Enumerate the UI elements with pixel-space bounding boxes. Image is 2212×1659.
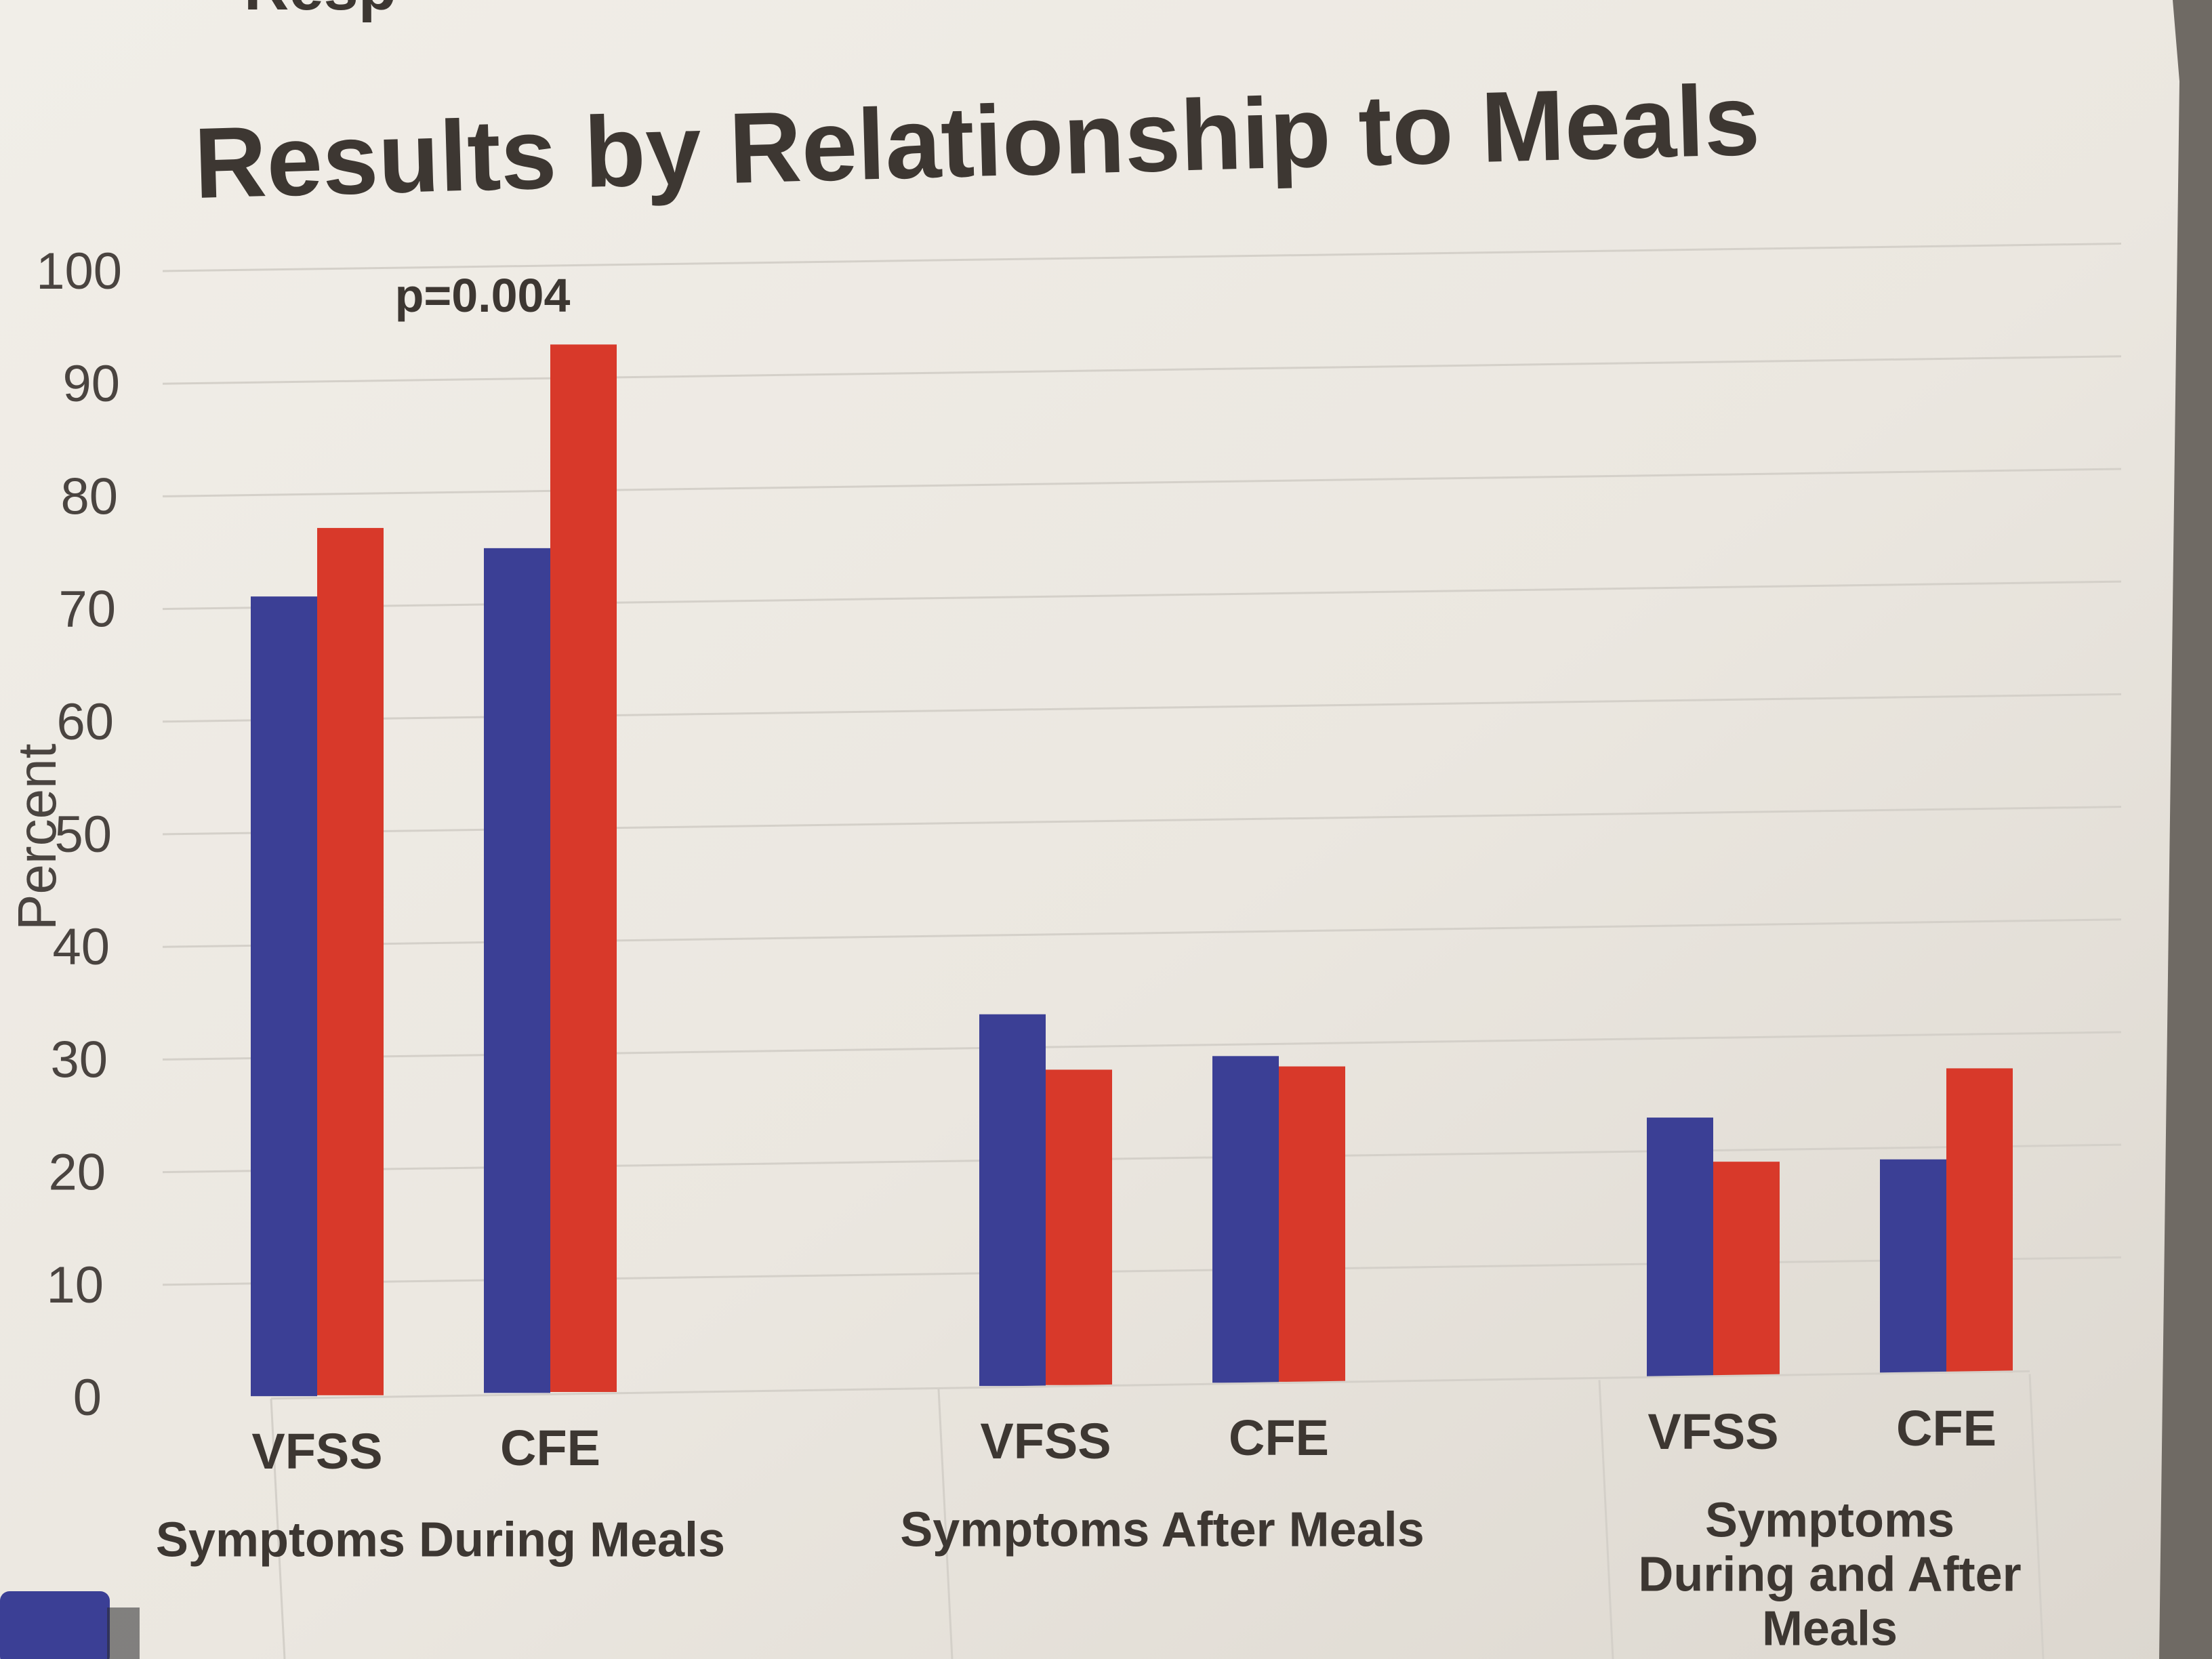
gridline-90 — [162, 355, 2122, 385]
annotations: p=0.004 — [395, 269, 571, 322]
y-axis: 0 10 20 30 40 50 60 70 80 90 100 — [36, 243, 122, 1427]
x-group-label-2-line-1: During and After — [1638, 1548, 2021, 1602]
y-tick-label-10: 10 — [46, 1256, 104, 1314]
bar-0-1-series-blue — [484, 548, 550, 1393]
x-subcategory-label-2-0: VFSS — [1647, 1404, 1778, 1460]
x-subcategory-label-1-0: VFSS — [980, 1413, 1111, 1469]
bar-2-1-series-blue — [1880, 1159, 1946, 1374]
y-tick-label-70: 70 — [58, 581, 116, 638]
annotation-label-0: p=0.004 — [395, 269, 571, 322]
bar-1-0-series-red — [1046, 1069, 1112, 1385]
gridline-100 — [162, 243, 2122, 272]
y-axis-label: Percent — [7, 743, 67, 930]
bar-1-1-series-blue — [1212, 1056, 1279, 1383]
corner-tab-shadow — [107, 1607, 140, 1659]
y-tick-label-30: 30 — [50, 1031, 108, 1088]
x-axis-baseline — [270, 1370, 2030, 1400]
y-tick-label-20: 20 — [48, 1144, 106, 1202]
bar-2-1-series-red — [1946, 1068, 2013, 1373]
bar-0-0-series-red — [317, 528, 384, 1395]
x-axis-divider-0 — [270, 1398, 286, 1659]
bar-1-1-series-red — [1279, 1066, 1345, 1382]
y-tick-label-60: 60 — [56, 693, 114, 751]
x-axis: VFSS CFE Symptoms During Meals VFSS CFE Sympt… — [156, 1370, 2045, 1659]
y-tick-label-90: 90 — [62, 355, 120, 413]
x-subcategory-label-2-1: CFE — [1896, 1400, 1996, 1456]
y-tick-label-80: 80 — [60, 468, 118, 525]
bar-2-0-series-red — [1713, 1162, 1780, 1376]
bar-0-0-series-blue — [251, 596, 317, 1397]
bar-0-1-series-red — [550, 344, 617, 1392]
y-tick-label-0: 0 — [73, 1369, 102, 1427]
y-tick-label-100: 100 — [36, 243, 122, 300]
bar-1-0-series-blue — [979, 1014, 1046, 1387]
x-group-label-0-line-0: Symptoms During Meals — [156, 1513, 725, 1567]
bars — [251, 344, 2013, 1397]
corner-tab — [0, 1591, 110, 1659]
x-subcategory-label-0-0: VFSS — [251, 1423, 382, 1479]
y-tick-label-50: 50 — [54, 806, 112, 863]
x-subcategory-label-0-1: CFE — [500, 1420, 600, 1476]
x-axis-divider-1 — [937, 1389, 954, 1659]
x-axis-divider-2 — [1598, 1380, 1614, 1659]
y-tick-label-40: 40 — [52, 918, 110, 976]
x-group-label-2-line-2: Meals — [1762, 1602, 1898, 1656]
top-cropped-text: Resp — [244, 0, 396, 23]
x-subcategory-label-1-1: CFE — [1229, 1410, 1329, 1466]
x-axis-divider-3 — [2028, 1374, 2045, 1659]
x-group-label-2-line-0: Symptoms — [1705, 1494, 1954, 1548]
bar-2-0-series-blue — [1647, 1118, 1713, 1377]
gridline-80 — [162, 468, 2122, 497]
x-group-label-1-line-0: Symptoms After Meals — [900, 1502, 1425, 1557]
